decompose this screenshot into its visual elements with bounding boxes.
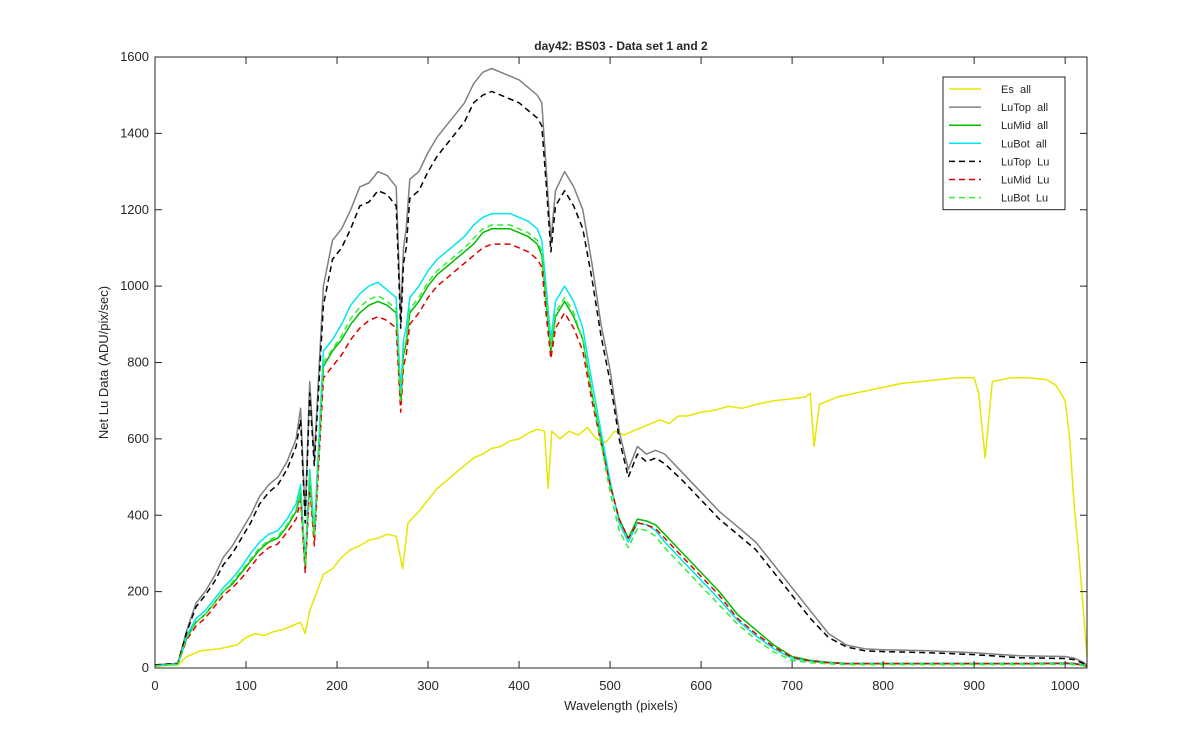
chart-title: day42: BS03 - Data set 1 and 2 — [534, 39, 708, 53]
legend-label: LuTop all — [1001, 102, 1048, 114]
x-tick-label: 1000 — [1051, 678, 1080, 693]
x-tick-label: 900 — [963, 678, 985, 693]
series-line-2 — [154, 67, 1088, 666]
x-tick-label: 500 — [599, 678, 621, 693]
series-layer — [154, 67, 1088, 668]
series-line-7 — [154, 224, 1088, 668]
y-tick-label: 600 — [127, 431, 149, 446]
plot-area — [155, 57, 1087, 668]
series-line-5 — [154, 90, 1088, 667]
x-tick-label: 200 — [326, 678, 348, 693]
legend-label: LuTop Lu — [1001, 156, 1049, 168]
y-tick-label: 1400 — [120, 125, 149, 140]
x-tick-label: 400 — [508, 678, 530, 693]
x-tick-label: 300 — [417, 678, 439, 693]
series-line-3 — [154, 228, 1088, 667]
series-line-6 — [154, 243, 1088, 668]
y-tick-label: 400 — [127, 507, 149, 522]
y-tick-label: 0 — [142, 660, 149, 675]
x-tick-label: 800 — [872, 678, 894, 693]
axes-layer: 0 100 200 300 400 500 600 700 800 900 1000 0 200 400 6… — [120, 49, 1088, 693]
legend-label: Es all — [1001, 84, 1031, 96]
legend-label: LuMid all — [1001, 120, 1048, 132]
series-line-4 — [154, 212, 1088, 668]
y-tick-label: 1600 — [120, 49, 149, 64]
y-tick-label: 1200 — [120, 202, 149, 217]
y-tick-label: 1000 — [120, 278, 149, 293]
y-axis-label: Net Lu Data (ADU/pix/sec) — [96, 286, 111, 439]
x-tick-label: 700 — [781, 678, 803, 693]
y-tick-label: 200 — [127, 584, 149, 599]
x-tick-label: 600 — [690, 678, 712, 693]
x-tick-label: 0 — [151, 678, 158, 693]
legend-label: LuMid Lu — [1001, 175, 1049, 187]
x-tick-label: 100 — [235, 678, 257, 693]
series-line-1 — [154, 377, 1088, 667]
legend-label: LuBot Lu — [1001, 193, 1048, 205]
legend-label: LuBot all — [1001, 138, 1047, 150]
legend: Es all LuTop all LuMid all LuBot all LuTop L… — [942, 76, 1066, 211]
x-axis-label: Wavelength (pixels) — [564, 698, 678, 713]
y-tick-label: 800 — [127, 355, 149, 370]
